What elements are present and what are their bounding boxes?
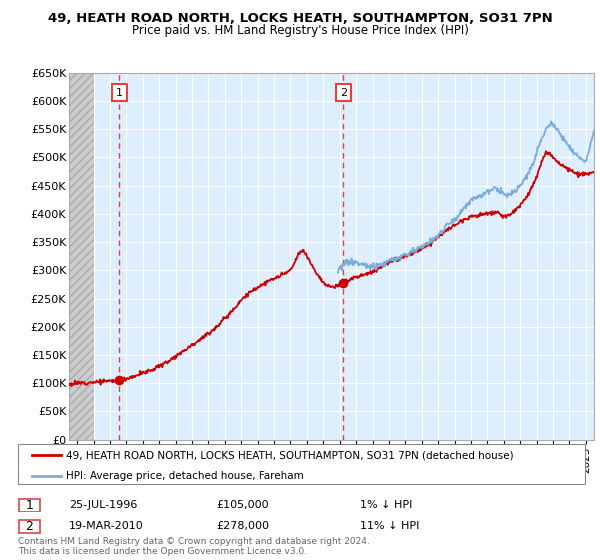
Text: £278,000: £278,000 bbox=[216, 521, 269, 531]
Text: 11% ↓ HPI: 11% ↓ HPI bbox=[360, 521, 419, 531]
Text: 2: 2 bbox=[340, 87, 347, 97]
Text: 1: 1 bbox=[116, 87, 123, 97]
FancyBboxPatch shape bbox=[19, 498, 40, 512]
Text: 49, HEATH ROAD NORTH, LOCKS HEATH, SOUTHAMPTON, SO31 7PN (detached house): 49, HEATH ROAD NORTH, LOCKS HEATH, SOUTH… bbox=[66, 450, 514, 460]
Text: 49, HEATH ROAD NORTH, LOCKS HEATH, SOUTHAMPTON, SO31 7PN: 49, HEATH ROAD NORTH, LOCKS HEATH, SOUTH… bbox=[47, 12, 553, 25]
Text: HPI: Average price, detached house, Fareham: HPI: Average price, detached house, Fare… bbox=[66, 470, 304, 480]
FancyBboxPatch shape bbox=[18, 444, 585, 484]
Text: Price paid vs. HM Land Registry's House Price Index (HPI): Price paid vs. HM Land Registry's House … bbox=[131, 24, 469, 37]
Text: Contains HM Land Registry data © Crown copyright and database right 2024.: Contains HM Land Registry data © Crown c… bbox=[18, 537, 370, 546]
Text: 1% ↓ HPI: 1% ↓ HPI bbox=[360, 500, 412, 510]
Text: 19-MAR-2010: 19-MAR-2010 bbox=[69, 521, 144, 531]
Text: This data is licensed under the Open Government Licence v3.0.: This data is licensed under the Open Gov… bbox=[18, 547, 307, 556]
Text: £105,000: £105,000 bbox=[216, 500, 269, 510]
Text: 25-JUL-1996: 25-JUL-1996 bbox=[69, 500, 137, 510]
Text: 2: 2 bbox=[25, 520, 34, 533]
FancyBboxPatch shape bbox=[19, 520, 40, 533]
Text: 1: 1 bbox=[25, 498, 34, 512]
